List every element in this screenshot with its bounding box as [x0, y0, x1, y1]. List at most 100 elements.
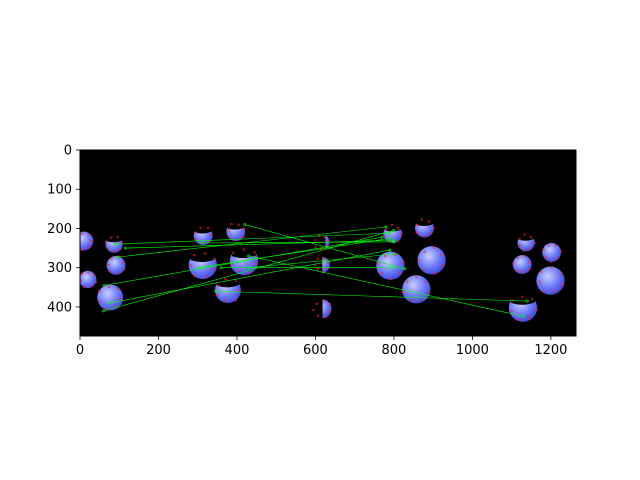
keypoint-marker [193, 253, 196, 257]
keypoint-marker [238, 269, 241, 273]
keypoint-marker [104, 240, 108, 244]
keypoint-marker [402, 260, 405, 264]
keypoint-marker [556, 256, 559, 260]
keypoint-marker [321, 299, 325, 302]
keypoint-marker [92, 274, 96, 277]
keypoint-marker [195, 231, 198, 235]
match-endpoint [243, 223, 247, 226]
sphere-body [80, 270, 97, 289]
keypoint-marker [542, 248, 545, 252]
keypoint-marker [423, 268, 426, 271]
sphere-cutout [517, 233, 535, 241]
keypoint-marker [82, 285, 85, 288]
keypoint-marker [98, 300, 101, 303]
keypoint-marker [528, 267, 531, 270]
keypoint-marker [110, 257, 113, 260]
match-line [248, 253, 394, 269]
keypoint-marker [549, 260, 553, 263]
keypoint-marker [385, 228, 388, 231]
keypoint-marker [415, 231, 418, 234]
keypoint-marker [81, 232, 84, 236]
x-axis: 0 200 400 600 800 1000 1200 [76, 336, 567, 358]
match-endpoint [392, 266, 396, 270]
keypoint-marker [238, 289, 241, 292]
keypoint-marker [389, 277, 393, 280]
keypoint-marker [561, 283, 564, 287]
match-lines-layer [102, 223, 529, 318]
keypoint-marker [544, 255, 547, 259]
plot-area [80, 150, 576, 336]
match-endpoint [392, 229, 396, 232]
sphere-body [512, 255, 532, 274]
keypoint-marker [522, 270, 525, 274]
keypoint-marker [80, 272, 84, 276]
x-tick-label: 400 [225, 343, 250, 358]
keypoint-marker [328, 310, 331, 313]
match-endpoint [380, 235, 384, 239]
keypoint-marker [94, 280, 97, 284]
match-endpoint [102, 283, 106, 287]
keypoint-marker [522, 249, 526, 252]
keypoint-marker [87, 246, 91, 249]
keypoint-marker [423, 250, 426, 253]
keypoint-marker [396, 240, 399, 243]
keypoint-marker [328, 302, 331, 306]
x-tick-label: 200 [146, 343, 171, 358]
sphere [188, 250, 217, 280]
match-endpoint [388, 248, 392, 252]
keypoint-marker [316, 314, 320, 317]
keypoint-marker [209, 233, 213, 237]
match-endpoint [102, 309, 105, 313]
keypoint-marker [540, 270, 544, 274]
keypoint-marker [515, 269, 518, 272]
keypoint-marker [242, 228, 245, 231]
sphere-cutout [188, 250, 217, 262]
y-tick-label: 300 [47, 261, 72, 276]
keypoint-marker [428, 232, 431, 235]
match-endpoint [392, 238, 396, 242]
match-line [125, 239, 394, 249]
keypoint-marker [427, 220, 431, 223]
keypoint-marker [433, 246, 436, 249]
match-line [115, 232, 391, 245]
keypoint-marker [422, 234, 425, 238]
keypoint-marker [217, 284, 221, 287]
match-endpoint [214, 289, 218, 293]
sphere-cutout [313, 256, 323, 274]
keypoint-marker [224, 299, 227, 302]
sphere-cutout [383, 223, 403, 232]
keypoint-marker [383, 254, 387, 258]
y-tick-label: 400 [47, 300, 72, 315]
keypoint-marker [122, 261, 125, 264]
keypoint-marker [520, 295, 524, 298]
keypoint-marker [316, 268, 320, 271]
keypoint-marker [90, 239, 93, 243]
keypoint-marker [377, 262, 380, 265]
keypoint-marker [204, 275, 208, 279]
keypoint-marker [559, 273, 562, 276]
match-endpoint [384, 225, 388, 229]
match-endpoint [392, 252, 396, 256]
keypoint-marker [230, 222, 233, 226]
keypoint-marker [401, 291, 405, 294]
sphere [415, 218, 434, 238]
sphere-body [80, 231, 94, 251]
match-line [103, 230, 395, 312]
x-tick-label: 800 [382, 343, 407, 358]
sphere-body [542, 243, 562, 262]
keypoint-marker [527, 260, 531, 264]
keypoint-marker [424, 280, 427, 284]
match-endpoint [219, 266, 223, 270]
keypoint-marker [433, 272, 437, 275]
keypoint-marker [406, 280, 409, 284]
keypoint-marker [116, 271, 119, 275]
sphere [376, 251, 405, 280]
keypoint-marker [415, 223, 419, 227]
x-tick-label: 600 [303, 343, 328, 358]
y-tick-label: 0 [64, 144, 72, 159]
keypoint-marker [189, 264, 193, 267]
match-line [197, 237, 391, 269]
x-tick-label: 0 [76, 343, 84, 358]
keypoint-marker [523, 255, 527, 258]
